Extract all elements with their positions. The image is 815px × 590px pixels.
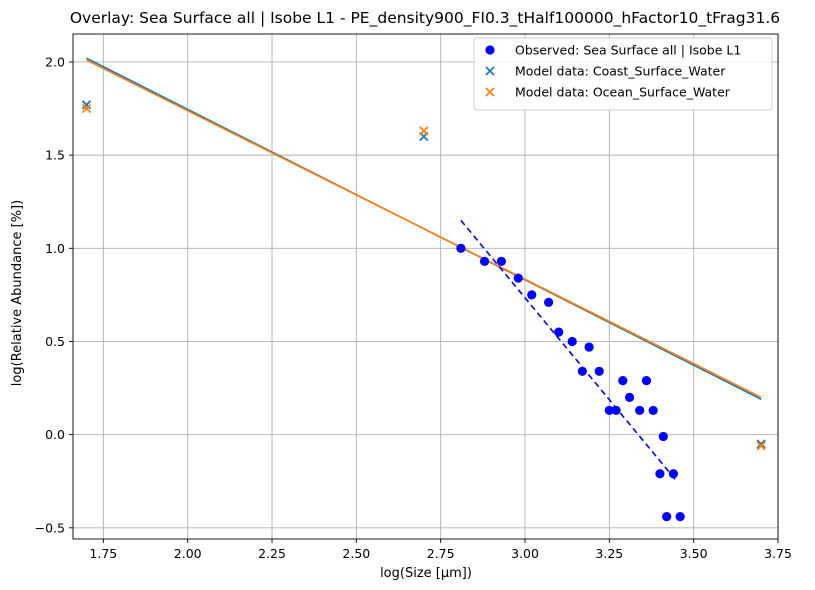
observed-point — [662, 512, 672, 522]
x-axis-label: log(Size [µm]) — [380, 566, 472, 581]
x-tick-label: 2.75 — [427, 546, 455, 561]
model-point — [756, 439, 766, 449]
y-axis-label: log(Relative Abundance [%]) — [10, 200, 25, 386]
observed-point — [668, 469, 679, 479]
observed-point — [554, 327, 564, 337]
x-tick-label: 3.75 — [764, 546, 792, 561]
axis-ticks: 1.75 2.00 2.25 2.50 2.75 3.00 3.25 3.50 3.75 −0.5… — [35, 54, 792, 561]
y-tick-label: 1.0 — [45, 241, 65, 256]
fit-lines — [86, 57, 762, 482]
observed-point — [658, 431, 668, 442]
observed-point — [513, 273, 523, 283]
x-tick-label: 3.50 — [680, 546, 708, 561]
y-tick-label: 2.0 — [45, 54, 65, 69]
x-tick-label: 3.25 — [595, 546, 623, 561]
fit-line — [86, 59, 762, 399]
x-tick-label: 2.25 — [258, 546, 286, 561]
model-point — [81, 100, 92, 110]
observed-point — [675, 512, 685, 522]
data-points — [81, 100, 766, 522]
y-tick-label: 0.5 — [45, 334, 65, 349]
legend-marker — [485, 87, 495, 97]
observed-point — [544, 297, 554, 307]
x-tick-label: 1.75 — [89, 546, 117, 561]
legend: Observed: Sea Surface all | Isobe L1 Mode… — [473, 37, 773, 111]
observed-point — [618, 376, 628, 386]
observed-point — [577, 366, 587, 376]
observed-point — [641, 376, 652, 386]
legend-entry: Model data: Ocean_Surface_Water — [515, 85, 731, 100]
model-point — [81, 103, 92, 114]
legend-marker — [485, 45, 495, 55]
observed-point — [584, 342, 594, 352]
legend-box — [473, 37, 773, 111]
plot-frame — [72, 33, 779, 540]
y-tick-label: 0.0 — [45, 427, 65, 442]
legend-marker — [485, 66, 495, 76]
y-tick-label: −0.5 — [35, 520, 65, 535]
observed-point — [567, 336, 577, 347]
model-point — [756, 441, 766, 451]
grid — [73, 34, 779, 539]
model-point — [419, 126, 429, 136]
observed-point — [527, 290, 537, 300]
x-tick-label: 3.00 — [511, 546, 539, 561]
observed-point — [655, 469, 665, 479]
observed-point — [604, 405, 614, 416]
observed-point — [594, 366, 604, 376]
legend-entry: Model data: Coast_Surface_Water — [515, 64, 726, 79]
observed-point — [456, 243, 466, 253]
observed-point — [479, 256, 490, 266]
y-tick-label: 1.5 — [45, 148, 65, 163]
x-tick-label: 2.50 — [342, 546, 370, 561]
observed-point — [624, 392, 635, 402]
observed-point — [611, 405, 621, 416]
observed-point — [496, 256, 506, 266]
legend-entry: Observed: Sea Surface all | Isobe L1 — [515, 43, 741, 58]
chart-title: Overlay: Sea Surface all | Isobe L1 - PE… — [70, 9, 780, 28]
x-tick-label: 2.00 — [174, 546, 202, 561]
observed-point — [635, 405, 645, 416]
observed-fit-line — [460, 219, 678, 482]
observed-point — [648, 405, 658, 416]
